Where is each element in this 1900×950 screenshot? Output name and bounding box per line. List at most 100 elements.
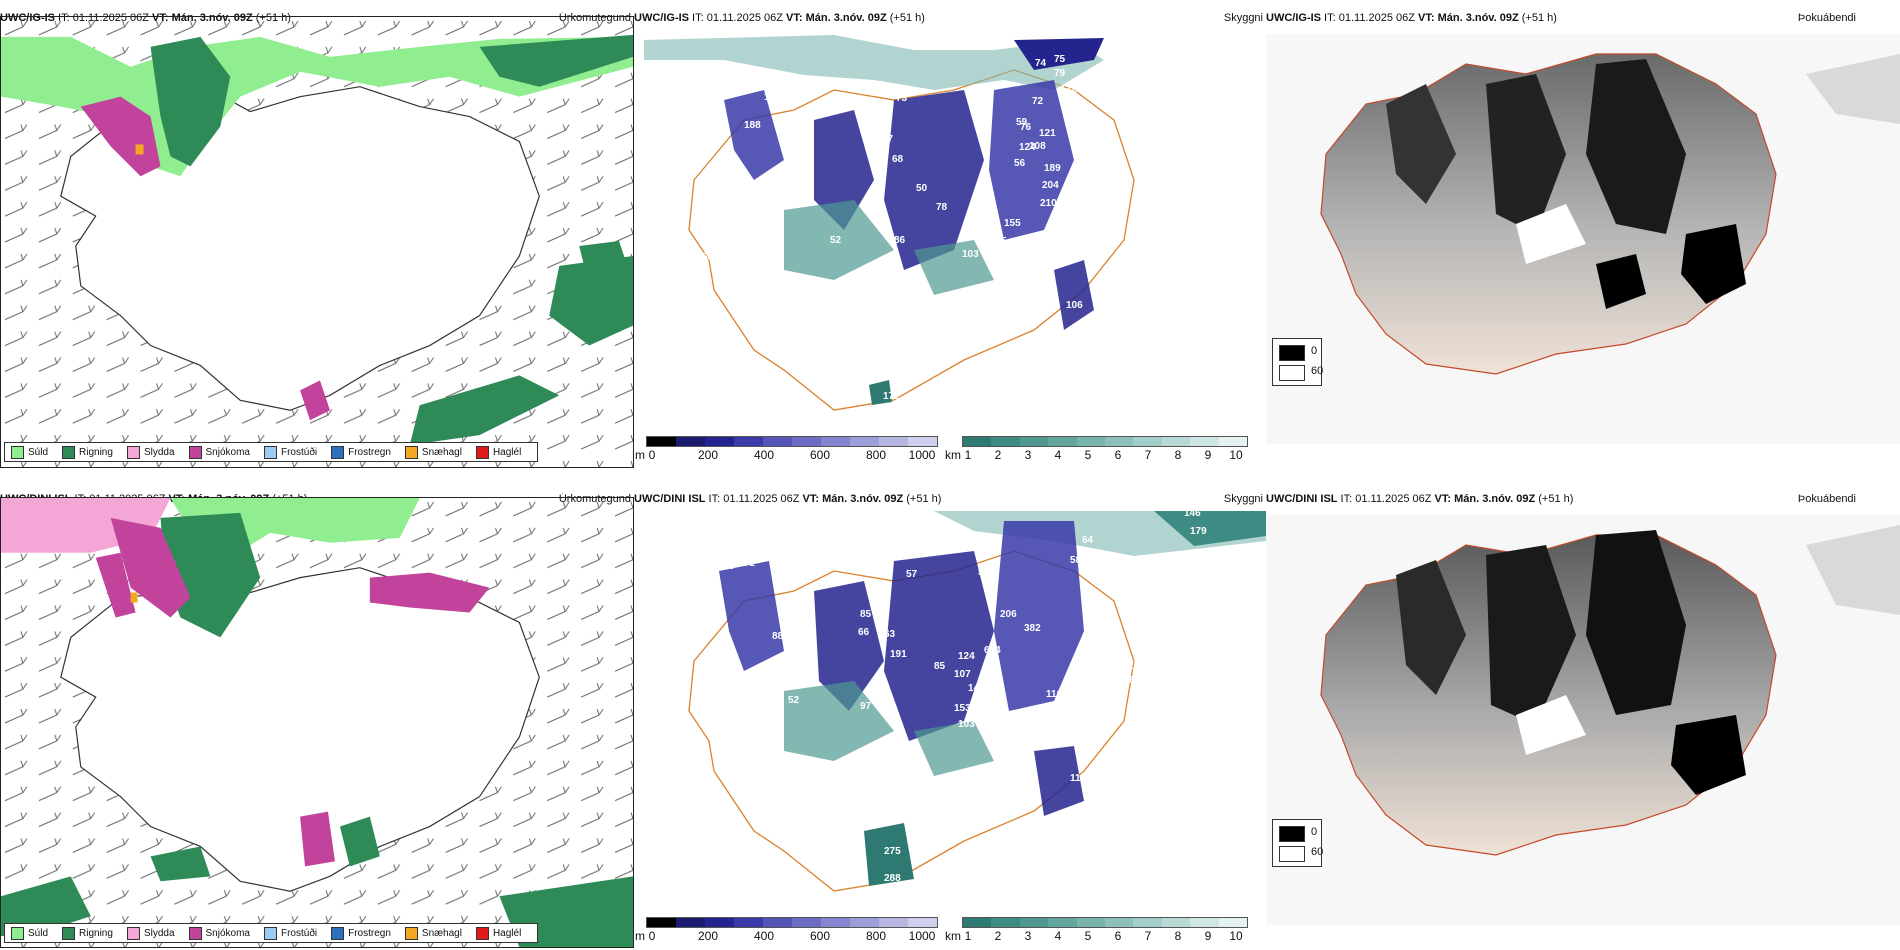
colorbar-swatch bbox=[792, 918, 821, 927]
value-label: 188 bbox=[744, 120, 761, 131]
colorbar-tick: 10 bbox=[1229, 929, 1243, 943]
precip-map-graphic bbox=[1, 498, 633, 947]
value-label: 103 bbox=[962, 249, 979, 260]
colorbar-swatch bbox=[705, 918, 734, 927]
legend-item: Frostúði bbox=[263, 926, 317, 940]
value-label: 454 bbox=[1084, 681, 1101, 692]
colorbar-tick: 3 bbox=[1024, 929, 1032, 943]
value-label: 78 bbox=[936, 202, 948, 213]
colorbar-swatch bbox=[1048, 437, 1077, 446]
legend-swatch bbox=[11, 445, 24, 459]
cloud-base-panel-row1: UWC/IG-IS IT: 01.11.2025 06Z VT: Mán. 3.… bbox=[634, 12, 1266, 470]
product-title: Þokuábendi bbox=[1797, 12, 1856, 24]
legend-swatch-black bbox=[1279, 826, 1305, 842]
colorbar-swatch bbox=[821, 437, 850, 446]
valid-time: VT: Mán. 3.nóv. 09Z bbox=[1418, 12, 1519, 24]
value-label: 131 bbox=[1064, 213, 1081, 224]
value-label: 122 bbox=[1060, 84, 1077, 95]
colorbar-swatch bbox=[734, 918, 763, 927]
colorbar-swatch bbox=[1133, 437, 1162, 446]
legend-label: 0 bbox=[1311, 826, 1318, 838]
value-label: 82 bbox=[772, 192, 784, 203]
cloud-base-map-graphic bbox=[644, 35, 1135, 411]
colorbar-swatch bbox=[991, 437, 1020, 446]
value-label: 58 bbox=[702, 252, 714, 263]
value-label: 121 bbox=[1039, 128, 1056, 139]
cloud-base-map: 110 74 75 79 122 73 72 76 102 176 188 12… bbox=[634, 27, 1266, 430]
legend-swatch bbox=[11, 926, 24, 940]
colorbar-tick: 1000 bbox=[908, 929, 936, 943]
value-label: 118 bbox=[1070, 191, 1087, 202]
legend-label: 60 bbox=[1311, 365, 1324, 377]
value-label: 59 bbox=[774, 661, 786, 672]
colorbar-swatch bbox=[821, 918, 850, 927]
value-label: 66 bbox=[858, 627, 870, 638]
legend-label: Snæhagl bbox=[421, 446, 462, 458]
cloud-base-colorbar: m 0 200 400 600 800 1000 bbox=[635, 917, 938, 945]
value-label: 107 bbox=[954, 669, 971, 680]
value-label: 59 bbox=[1016, 117, 1028, 128]
fog-map bbox=[1266, 515, 1900, 925]
value-label: 58 bbox=[1070, 555, 1082, 566]
legend-item: Snjókoma bbox=[188, 926, 250, 940]
legend-label: Rigning bbox=[79, 927, 113, 939]
value-label: 246 bbox=[1118, 675, 1135, 686]
colorbar-tick: 8 bbox=[1174, 448, 1182, 462]
value-label: 57 bbox=[906, 569, 918, 580]
value-label: 75 bbox=[1054, 54, 1066, 65]
colorbar-swatch bbox=[1019, 437, 1049, 446]
run-time: IT: 01.11.2025 06Z bbox=[1321, 12, 1419, 24]
value-label: 147 bbox=[968, 683, 985, 694]
value-label: 74 bbox=[1035, 58, 1047, 69]
colorbar-tick: 200 bbox=[697, 929, 719, 943]
value-label: 155 bbox=[1004, 218, 1021, 229]
colorbar-tick: 7 bbox=[1144, 929, 1152, 943]
cloud-base-map-graphic bbox=[688, 511, 1266, 892]
legend-swatch bbox=[62, 445, 76, 459]
legend-item: Frostúði bbox=[263, 445, 317, 459]
colorbar-tick: 1000 bbox=[908, 448, 936, 462]
panel-header: UWC/DINI ISL IT: 01.11.2025 06Z VT: Mán.… bbox=[1266, 493, 1900, 509]
label-layer: 146 179 64 58 111 130 171 57 52 206 382 … bbox=[634, 508, 1266, 911]
product-title: Skyggni bbox=[1223, 493, 1263, 505]
value-label: 102 bbox=[730, 84, 747, 95]
colorbar-tick: 4 bbox=[1054, 448, 1062, 462]
value-label: 76 bbox=[1020, 122, 1032, 133]
legend-label: Snæhagl bbox=[421, 927, 462, 939]
legend-label: Rigning bbox=[79, 446, 113, 458]
value-label: 73 bbox=[896, 93, 908, 104]
value-label: 116 bbox=[1082, 244, 1099, 255]
legend-swatch bbox=[331, 445, 345, 459]
colorbar-swatch bbox=[1076, 437, 1106, 446]
value-label: 133 bbox=[762, 214, 779, 225]
legend-swatch-white bbox=[1279, 846, 1305, 862]
model-name: UWC/IG-IS bbox=[634, 12, 689, 24]
legend-swatch bbox=[188, 445, 202, 459]
value-label: 210 bbox=[1040, 198, 1057, 209]
colorbar-swatch bbox=[792, 437, 821, 446]
legend-swatch bbox=[62, 926, 76, 940]
product-title: Skyggni bbox=[1223, 12, 1263, 24]
value-label: 275 bbox=[884, 846, 901, 857]
value-label: 52 bbox=[788, 695, 800, 706]
fog-index-legend: 0 60 bbox=[1272, 819, 1323, 867]
cloud-base-colorbar: m 0 200 400 600 800 1000 bbox=[635, 436, 938, 464]
colorbar-tick: 2 bbox=[994, 448, 1002, 462]
legend-swatch bbox=[404, 926, 418, 940]
colorbar-strip bbox=[646, 917, 938, 928]
value-label: 125 bbox=[784, 601, 801, 612]
legend-swatch bbox=[475, 445, 489, 459]
value-label: 116 bbox=[1046, 689, 1063, 700]
value-label: 97 bbox=[860, 701, 872, 712]
legend-item: Súld bbox=[11, 445, 48, 459]
colorbar-swatch bbox=[763, 437, 792, 446]
colorbar-swatch bbox=[1218, 437, 1248, 446]
colorbar-strip bbox=[962, 436, 1248, 447]
colorbar-tick: 6 bbox=[1114, 448, 1122, 462]
colorbar-tick: 2 bbox=[994, 929, 1002, 943]
legend-item: Rigning bbox=[62, 445, 113, 459]
value-label: 206 bbox=[1000, 609, 1017, 620]
colorbar-swatch bbox=[1105, 918, 1134, 927]
colorbar-swatch bbox=[908, 437, 937, 446]
value-label: 63 bbox=[884, 629, 896, 640]
